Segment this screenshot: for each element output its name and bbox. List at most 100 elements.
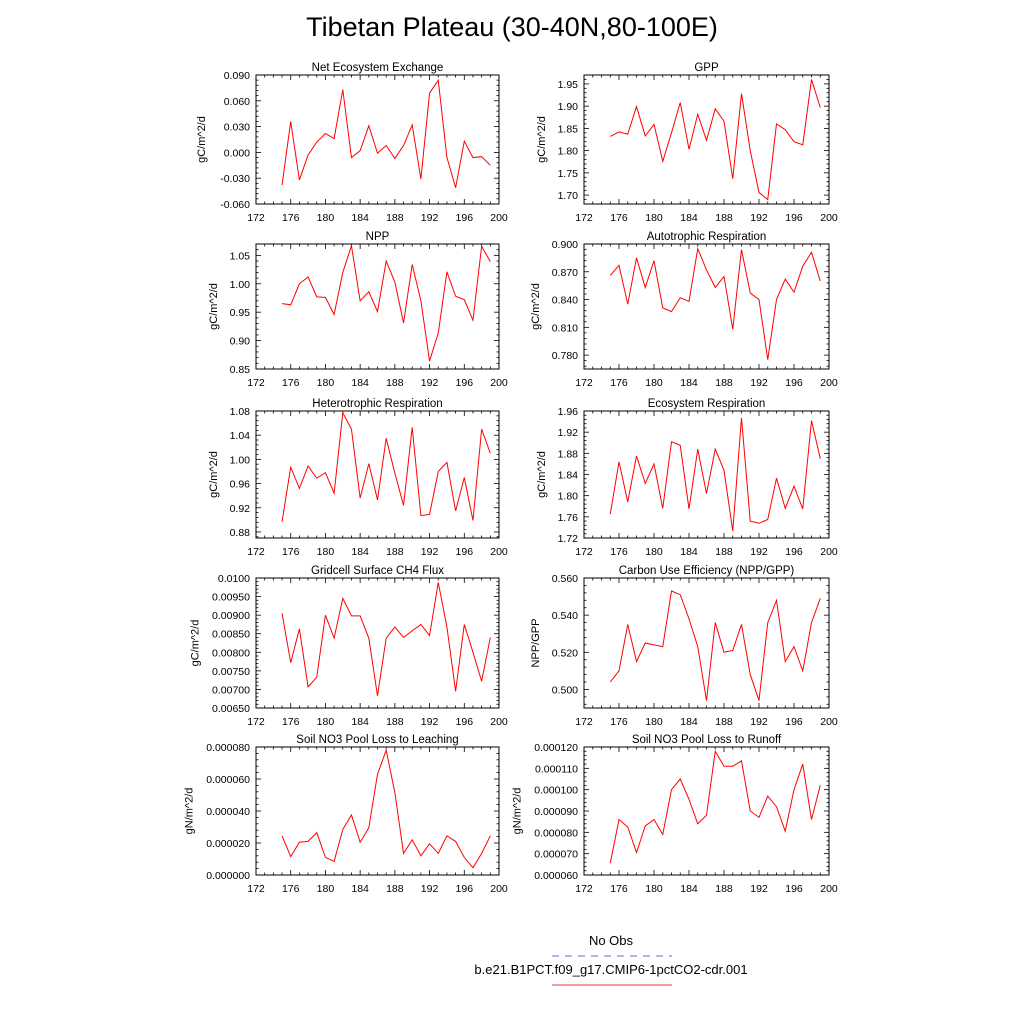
y-tick-label: 0.000100 [534,785,578,797]
x-tick-label: 176 [610,377,628,389]
panel-ecosystem-respiration: Ecosystem Respiration 172 176 180 184 188 192 1… [536,398,838,558]
x-tick-label: 180 [317,377,335,389]
x-tick-label: 176 [282,377,300,389]
y-tick-label: 0.560 [552,573,578,585]
y-tick-label: 1.90 [558,101,579,113]
x-tick-label: 192 [750,212,768,224]
x-tick-label: 184 [680,212,698,224]
y-tick-label: 0.810 [552,322,578,334]
x-tick-label: 192 [421,883,439,895]
panel-soil-no3-pool-loss-to-runoff: Soil NO3 Pool Loss to Runoff 172 176 180 184… [511,734,838,895]
x-tick-label: 188 [386,883,404,895]
y-tick-label: 0.00950 [212,592,250,604]
x-tick-label: 176 [610,546,628,558]
y-tick-label: 0.000120 [534,742,578,754]
y-tick-label: 0.00800 [212,647,250,659]
series-line [609,417,821,532]
y-tick-label: 1.95 [558,79,579,91]
x-tick-label: 176 [282,212,300,224]
y-tick-label: 0.000110 [535,763,578,775]
x-tick-label: 176 [282,716,300,728]
x-tick-label: 184 [680,377,698,389]
y-tick-label: 0.00650 [212,703,250,715]
x-tick-label: 200 [490,883,508,895]
series-line [281,582,491,696]
y-axis-label: gC/m^2/d [208,283,220,330]
series-line [609,749,821,864]
y-axis-label: gC/m^2/d [536,116,548,163]
y-tick-label: 0.00700 [212,684,250,696]
x-tick-label: 180 [317,212,335,224]
x-tick-label: 172 [247,212,265,224]
x-tick-label: 184 [351,883,369,895]
x-tick-label: 192 [421,716,439,728]
y-axis-label: gC/m^2/d [208,451,220,498]
panel-title: Soil NO3 Pool Loss to Runoff [632,734,782,746]
x-tick-label: 184 [351,212,369,224]
y-tick-label: 0.000090 [534,806,578,818]
y-axis-label: gC/m^2/d [536,451,548,498]
panel-gridcell-surface-ch4-flux: Gridcell Surface CH4 Flux 172 176 180 184 188… [190,565,508,728]
panel-net-ecosystem-exchange: Net Ecosystem Exchange 172 176 180 184 188 192… [196,62,508,224]
y-tick-label: 1.85 [558,123,579,135]
x-tick-label: 200 [820,716,838,728]
x-tick-label: 188 [715,716,733,728]
x-tick-label: 172 [247,546,265,558]
y-tick-label: 0.00750 [212,666,250,678]
x-tick-label: 180 [645,377,663,389]
x-tick-label: 172 [247,716,265,728]
y-tick-label: 0.000060 [534,870,578,882]
panel-title: Ecosystem Respiration [648,398,766,410]
y-tick-label: 0.85 [230,364,251,376]
x-tick-label: 196 [785,546,803,558]
x-tick-label: 196 [456,546,474,558]
y-tick-label: 0.000 [224,147,250,159]
x-tick-label: 180 [645,883,663,895]
x-tick-label: 196 [456,377,474,389]
x-tick-label: 192 [750,377,768,389]
x-tick-label: 172 [575,212,593,224]
panel-title: Carbon Use Efficiency (NPP/GPP) [619,565,795,577]
y-tick-label: 1.76 [558,512,579,524]
panel-title: GPP [694,62,719,74]
x-tick-label: 192 [750,883,768,895]
y-tick-label: 0.00900 [212,610,250,622]
panel-title: Autotrophic Respiration [647,231,767,243]
y-tick-label: 0.000060 [206,774,250,786]
y-tick-label: -0.030 [220,173,250,185]
y-axis-label: gC/m^2/d [190,620,202,667]
x-tick-label: 180 [317,546,335,558]
plot-frame [583,577,830,709]
y-tick-label: 1.92 [558,427,579,439]
x-tick-label: 188 [715,212,733,224]
plot-frame [255,243,500,370]
panel-gpp: GPP 172 176 180 184 188 192 196 200 1.70 1.75 1.80 1… [536,62,838,224]
x-tick-label: 176 [610,883,628,895]
x-tick-label: 192 [421,212,439,224]
panel-soil-no3-pool-loss-to-leaching: Soil NO3 Pool Loss to Leaching 172 176 180 1… [183,734,508,895]
series-line [281,78,491,188]
plot-frame [255,410,500,539]
series-line [610,79,821,201]
x-tick-label: 184 [680,716,698,728]
series-line [281,411,491,522]
y-tick-label: 1.04 [230,430,251,442]
y-tick-label: 0.96 [230,479,251,491]
y-tick-label: 1.96 [558,406,579,418]
y-tick-label: 1.75 [558,168,579,180]
y-tick-label: 0.500 [552,684,578,696]
panel-title: Net Ecosystem Exchange [312,62,444,74]
plot-frame [583,410,830,539]
y-tick-label: 0.95 [230,307,251,319]
panel-title: Heterotrophic Respiration [312,398,442,410]
x-tick-label: 200 [820,377,838,389]
y-tick-label: 0.000080 [206,742,250,754]
y-tick-label: 0.870 [552,267,578,279]
y-tick-label: -0.060 [220,199,250,211]
series-line [609,246,821,360]
figure-title: Tibetan Plateau (30-40N,80-100E) [306,12,718,42]
x-tick-label: 200 [490,212,508,224]
panel-title: Gridcell Surface CH4 Flux [311,565,444,577]
x-tick-label: 172 [247,377,265,389]
